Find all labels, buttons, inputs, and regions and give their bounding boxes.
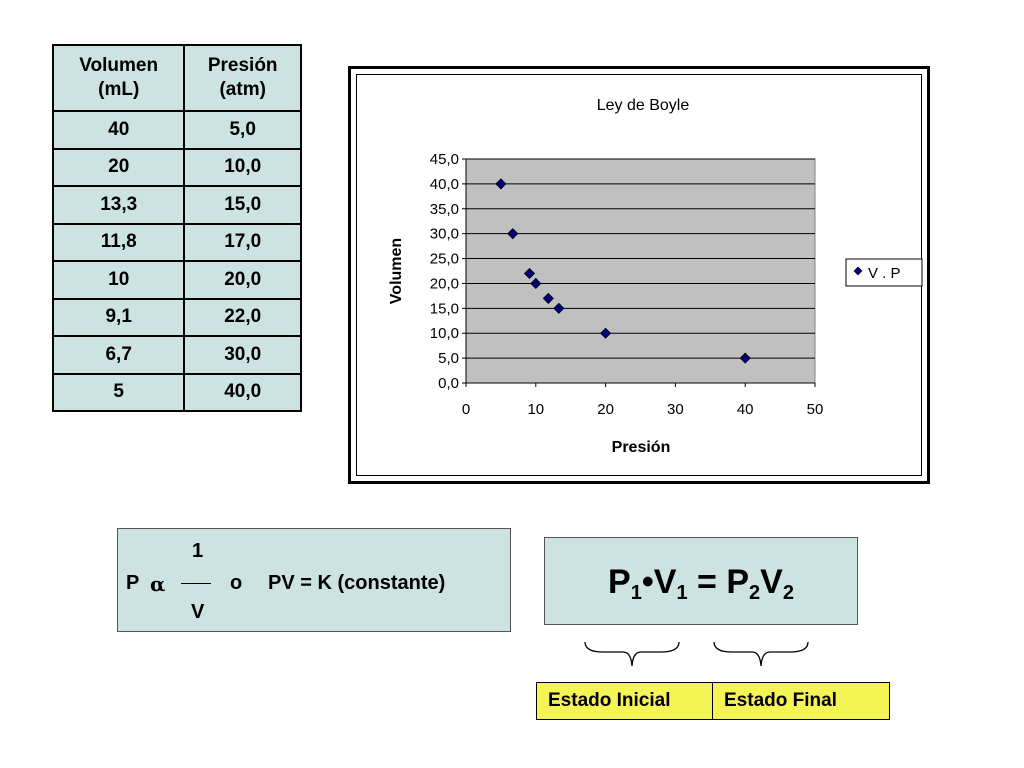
cell-presion: 22,0 (183, 297, 302, 337)
formula-numerator: 1 (192, 540, 204, 562)
cell-volumen: 9,1 (51, 297, 186, 337)
table-row: 40 5,0 (51, 110, 302, 150)
y-tick-label: 25,0 (430, 251, 459, 268)
x-tick-label: 50 (807, 401, 824, 418)
eq-equals: = (687, 563, 727, 601)
data-point (495, 178, 507, 190)
formula-denominator: V (191, 601, 205, 623)
cell-presion: 10,0 (183, 147, 302, 187)
cell-presion: 40,0 (183, 372, 302, 412)
header-volumen: Volumen (mL) (51, 44, 186, 112)
y-tick-label: 5,0 (438, 350, 459, 367)
cell-presion: 20,0 (183, 260, 302, 300)
legend-marker (853, 266, 863, 276)
cell-volumen: 20 (51, 147, 186, 187)
cell-volumen: 6,7 (51, 335, 186, 375)
chart-title: Ley de Boyle (597, 97, 690, 114)
eq-dot: • (641, 563, 654, 601)
data-point (600, 327, 612, 339)
x-tick-label: 40 (737, 401, 754, 418)
legend-box (845, 258, 923, 287)
eq-sub4: 2 (782, 582, 794, 604)
table-row: 6,7 30,0 (51, 335, 302, 375)
cell-volumen: 5 (51, 372, 186, 412)
eq-sub1: 1 (630, 582, 642, 604)
x-tick-label: 20 (597, 401, 614, 418)
x-tick-label: 0 (462, 401, 470, 418)
y-tick-label: 15,0 (430, 300, 459, 317)
brace-left-icon (584, 641, 680, 667)
data-point (739, 352, 751, 364)
eq-sub2: 1 (676, 582, 688, 604)
data-point (553, 302, 565, 314)
y-tick-label: 40,0 (430, 176, 459, 193)
cell-presion: 30,0 (183, 335, 302, 375)
legend-label: V . P (868, 265, 901, 282)
header-volumen-name: Volumen (79, 55, 159, 76)
y-tick-label: 30,0 (430, 226, 459, 243)
y-tick-label: 0,0 (438, 375, 459, 392)
formula-p: P (126, 572, 140, 594)
estado-inicial-label: Estado Inicial (536, 682, 713, 720)
formula-box (117, 528, 511, 632)
brace-right-icon (713, 641, 809, 667)
cell-volumen: 13,3 (51, 185, 186, 225)
cell-volumen: 10 (51, 260, 186, 300)
table-row: 13,3 15,0 (51, 185, 302, 225)
y-tick-label: 45,0 (430, 151, 459, 168)
x-tick-label: 30 (667, 401, 684, 418)
table-row: 10 20,0 (51, 260, 302, 300)
data-point (542, 292, 554, 304)
estado-final-label: Estado Final (712, 682, 890, 720)
data-point (507, 228, 519, 240)
table-row: 9,1 22,0 (51, 297, 302, 337)
cell-presion: 17,0 (183, 222, 302, 262)
eq-v2: V (760, 563, 783, 601)
cell-presion: 15,0 (183, 185, 302, 225)
y-tick-label: 35,0 (430, 201, 459, 218)
plot-area (465, 158, 816, 384)
scatter-chart: 0,0 5,0 10,0 15,0 20,0 25,0 30,0 35,0 40,0 45,0 0 1… (388, 97, 923, 456)
fraction-line (181, 583, 211, 584)
eq-sub3: 2 (749, 582, 761, 604)
table-row: 5 40,0 (51, 372, 302, 412)
y-tick-label: 10,0 (430, 325, 459, 342)
header-volumen-unit: (mL) (98, 79, 140, 100)
data-point (523, 267, 536, 280)
formula-or: o (230, 572, 243, 594)
y-axis-label: Volumen (388, 238, 405, 304)
proportional-symbol: α (150, 572, 166, 596)
eq-p1: P (608, 563, 631, 601)
cell-volumen: 40 (51, 110, 186, 150)
table-header-row: Volumen (mL) Presión (atm) (51, 44, 302, 112)
header-presion: Presión (atm) (183, 44, 302, 112)
data-table: Volumen (mL) Presión (atm) 40 5,0 20 10,0 … (51, 44, 302, 412)
table-row: 11,8 17,0 (51, 222, 302, 262)
cell-volumen: 11,8 (51, 222, 186, 262)
y-tick-label: 20,0 (430, 275, 459, 292)
eq-p2: P (726, 563, 750, 601)
x-tick-label: 10 (527, 401, 544, 418)
boyle-equation: P1•V1 = P2V2 (544, 537, 858, 625)
chart-frame: 0,0 5,0 10,0 15,0 20,0 25,0 30,0 35,0 40,0 45,0 0 1… (348, 66, 930, 484)
formula-expression: PV = K (constante) (268, 572, 446, 594)
header-presion-name: Presión (207, 55, 278, 76)
x-axis-label: Presión (612, 439, 671, 456)
eq-v1: V (653, 563, 677, 601)
header-presion-unit: (atm) (219, 79, 266, 100)
table-row: 20 10,0 (51, 147, 302, 187)
cell-presion: 5,0 (183, 110, 302, 150)
data-point (530, 277, 542, 290)
